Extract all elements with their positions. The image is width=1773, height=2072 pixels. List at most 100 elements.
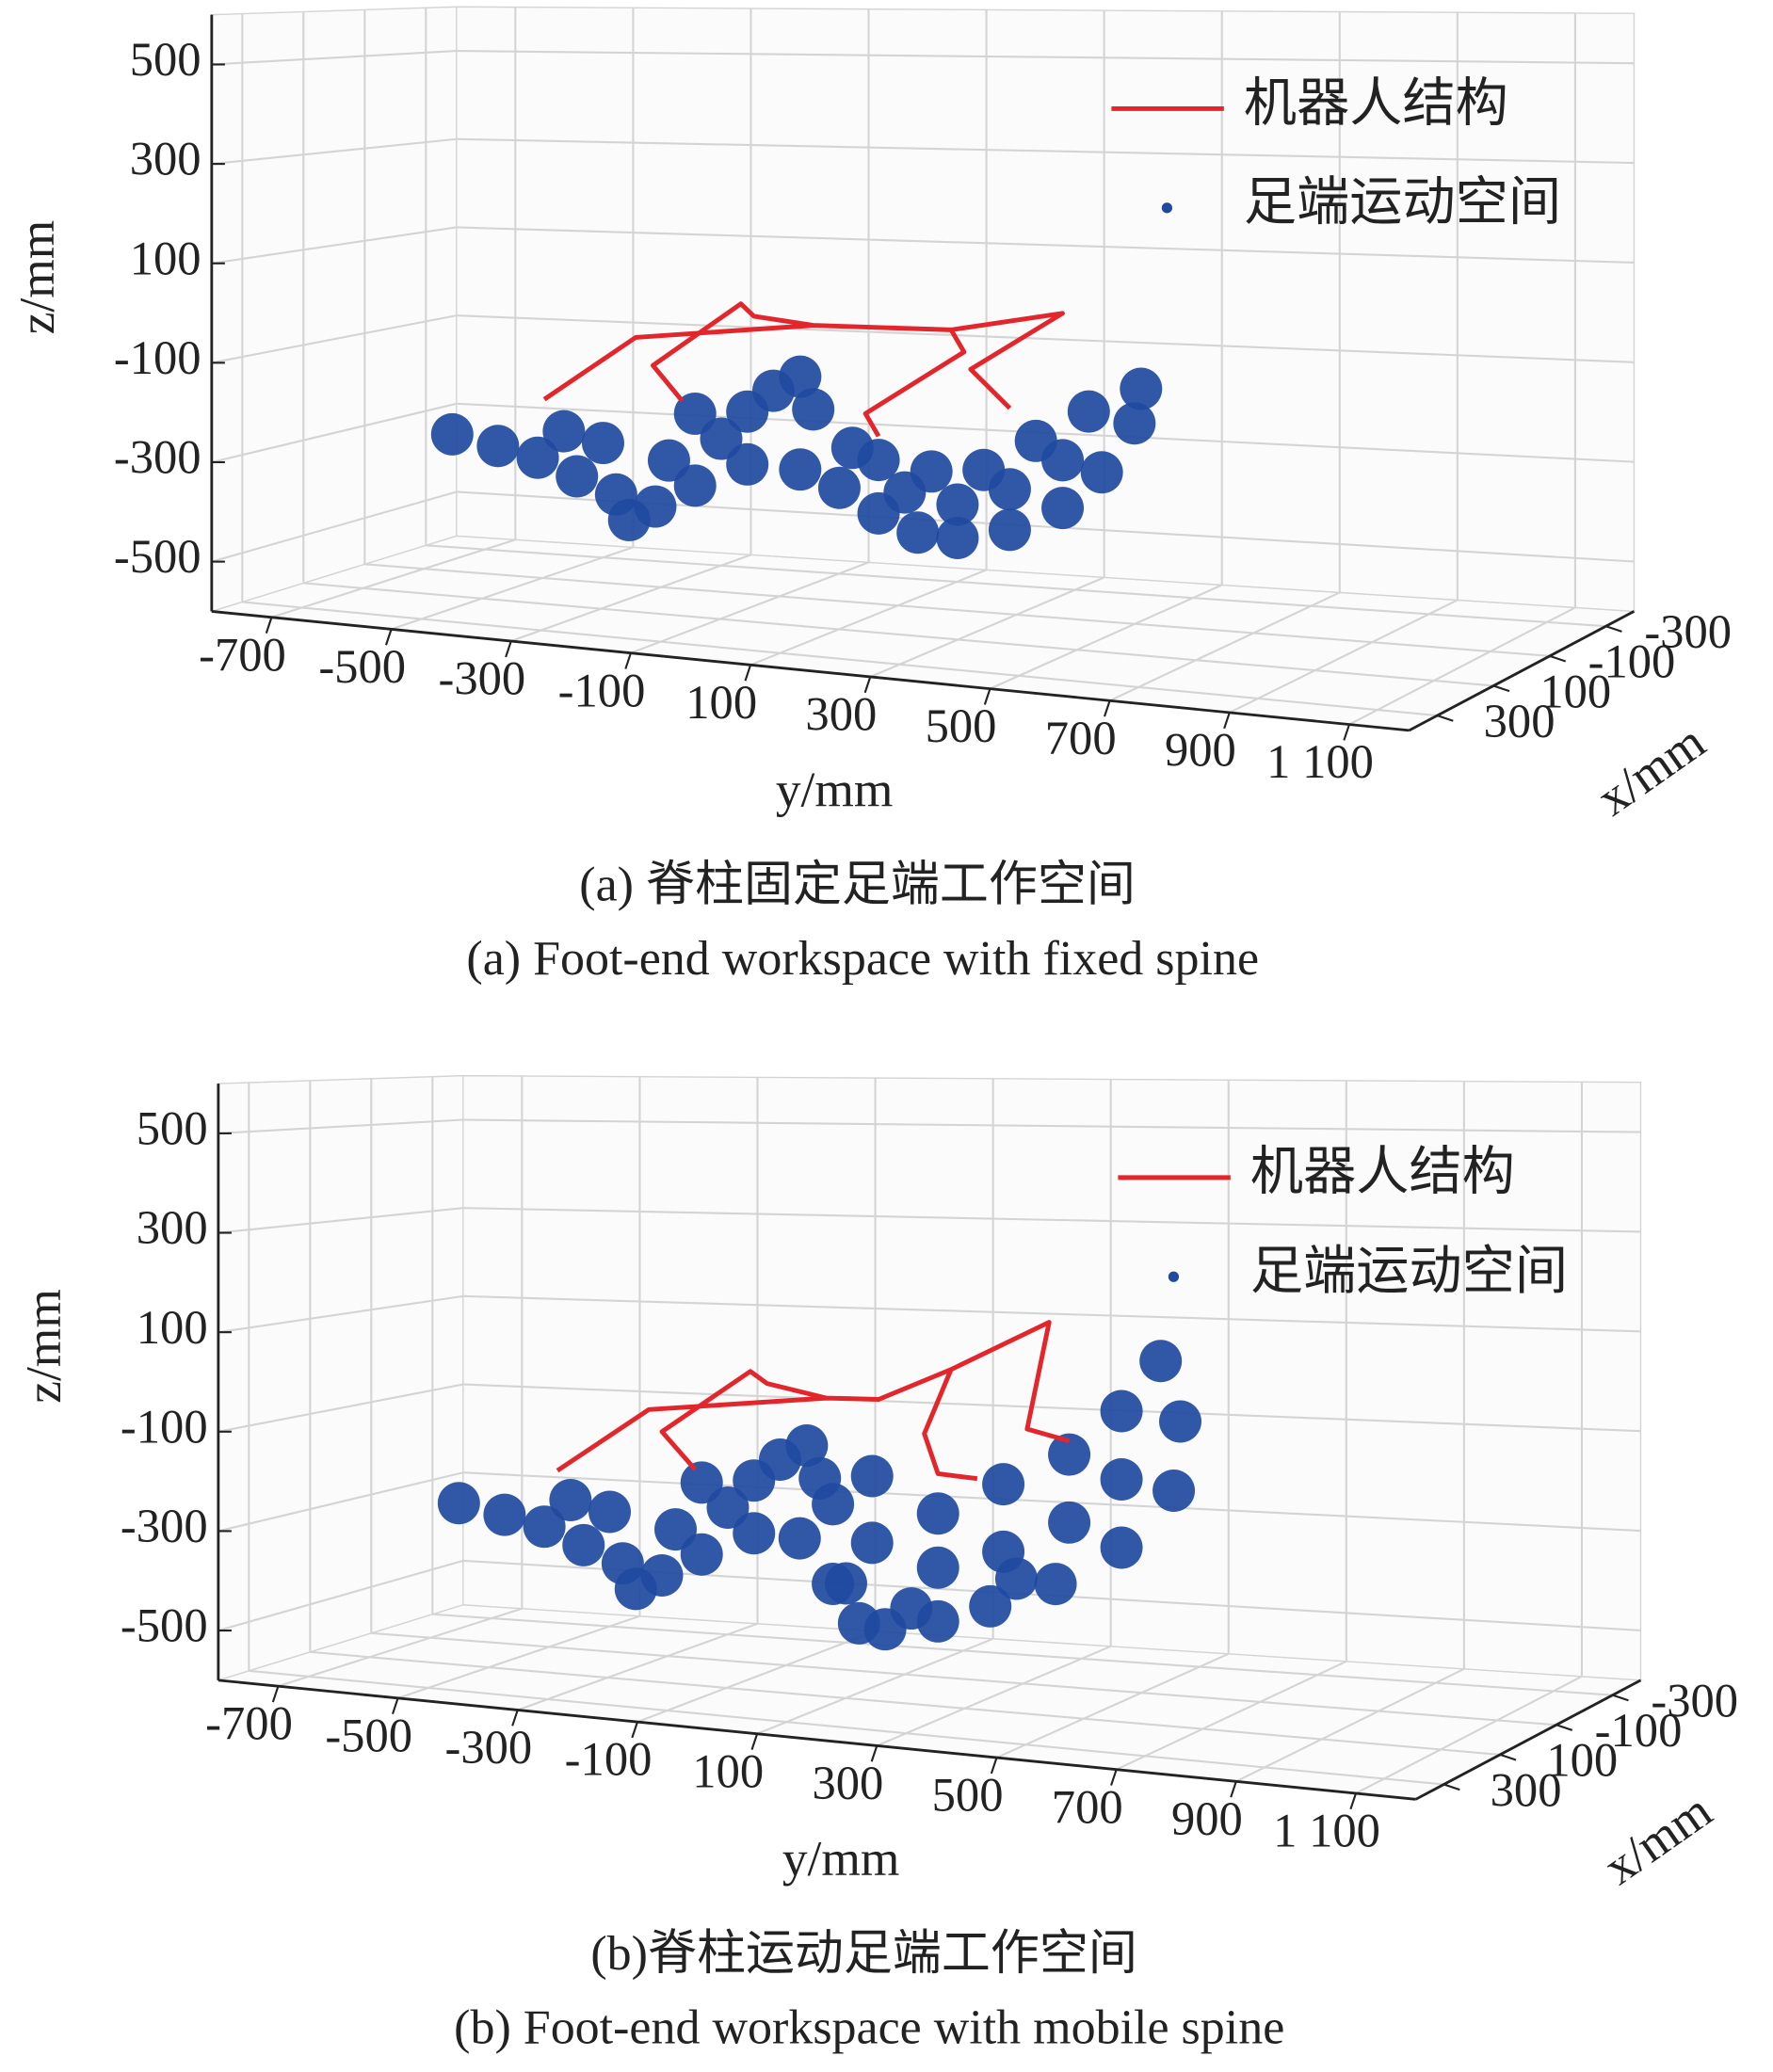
grid-line [1229, 599, 1459, 714]
tick-mark [1492, 684, 1510, 693]
grid-line [364, 563, 1550, 657]
y-tick-label: 300 [812, 1757, 883, 1809]
tick-mark [271, 1685, 280, 1703]
grid-line [218, 1559, 464, 1632]
grid-line [637, 1630, 876, 1724]
workspace-point [1120, 367, 1163, 410]
grid-line [996, 1652, 1230, 1759]
grid-line [1235, 1667, 1465, 1783]
workspace-point [437, 1482, 480, 1525]
y-tick-label: -700 [199, 628, 286, 681]
y-tick-label: 900 [1171, 1792, 1243, 1845]
workspace-point [430, 412, 474, 456]
workspace-point [1100, 1458, 1143, 1502]
grid-line [397, 1614, 640, 1699]
workspace-point [1048, 1501, 1091, 1544]
grid-line [462, 1294, 1641, 1333]
legend-label: 机器人结构 [1250, 1144, 1515, 1202]
y-tick-label: -500 [318, 640, 406, 693]
x-tick-label: 300 [1491, 1763, 1562, 1816]
workspace-point [812, 1483, 855, 1526]
workspace-point [779, 448, 822, 491]
z-axis-label: z/mm [15, 1289, 72, 1404]
grid-line [218, 1383, 464, 1433]
workspace-point [936, 517, 979, 559]
workspace-point [982, 1463, 1025, 1506]
grid-line [242, 601, 1438, 717]
grid-line [462, 1207, 1641, 1233]
y-tick-label: -500 [325, 1709, 412, 1761]
y-tick-label: 500 [932, 1769, 1004, 1822]
x-tick-label: 100 [1546, 1734, 1618, 1787]
legend-label: 足端运动空间 [1250, 1243, 1568, 1301]
grid-line [426, 544, 1606, 628]
workspace-point [556, 455, 599, 498]
workspace-point [883, 471, 927, 514]
z-tick-label: 100 [130, 232, 201, 284]
caption: (a) 脊柱固定足端工作空间 [579, 858, 1136, 911]
workspace-point [1139, 1340, 1183, 1383]
workspace-point [994, 1557, 1038, 1600]
workspace-point [549, 1479, 592, 1522]
robot-structure [542, 301, 1065, 438]
y-tick-label: 1 100 [1273, 1805, 1380, 1857]
grid-line [517, 1622, 758, 1711]
workspace-point [1080, 451, 1123, 494]
workspace-point [792, 388, 835, 431]
x-axis-label: x/mm [1587, 713, 1715, 827]
grid-line [211, 226, 457, 265]
tick-mark [1555, 1724, 1573, 1731]
grid-line [876, 1645, 1112, 1747]
workspace-point [988, 508, 1031, 552]
z-tick-label: 500 [130, 33, 201, 86]
tick-mark [1104, 699, 1111, 717]
y-tick-label: 100 [685, 676, 757, 729]
workspace-point [673, 392, 717, 435]
y-tick-label: -300 [445, 1721, 533, 1774]
workspace-point [896, 511, 940, 554]
workspace-point [1067, 390, 1110, 433]
grid-line [462, 1118, 1641, 1133]
x-axis-label: x/mm [1593, 1782, 1721, 1896]
workspace-point [523, 1505, 566, 1549]
pane-side [218, 1074, 464, 1681]
workspace-point [607, 498, 651, 541]
tick-mark [384, 629, 393, 646]
legend-label: 足端运动空间 [1244, 174, 1561, 233]
tick-mark [1223, 712, 1231, 730]
tick-mark [511, 1710, 519, 1727]
y-tick-label: -100 [565, 1733, 653, 1786]
tick-mark [624, 652, 632, 669]
tick-mark [983, 688, 991, 705]
pane-side [211, 6, 458, 613]
workspace-point [680, 1533, 723, 1576]
robot-structure [556, 1320, 1071, 1482]
y-tick-label: 500 [926, 699, 997, 752]
tick-mark [744, 665, 752, 682]
grid-line [749, 569, 987, 667]
grid-line [432, 1613, 1613, 1696]
workspace-point [916, 1546, 959, 1589]
z-tick-label: -500 [121, 1599, 208, 1652]
grid-line [218, 1207, 463, 1234]
grid-line [456, 50, 1635, 65]
chart: -700 -500 -300 -100 100 300 500 700 900 1 100-300… [8, 6, 1732, 986]
workspace-point [516, 436, 559, 479]
tick-mark [863, 676, 872, 694]
y-tick-label: 1 100 [1266, 735, 1374, 788]
grid-line [391, 546, 634, 631]
workspace-point [614, 1567, 657, 1611]
tick-mark [1110, 1769, 1118, 1786]
grid-line [1348, 606, 1576, 726]
grid-line [303, 582, 1494, 687]
grid-line [371, 1631, 1556, 1727]
workspace-point [542, 410, 586, 453]
grid-line [1355, 1675, 1583, 1794]
y-tick-label: 900 [1165, 723, 1236, 776]
y-tick-label: -300 [438, 652, 525, 705]
y-tick-label: 700 [1045, 712, 1117, 764]
workspace-point [850, 1521, 894, 1565]
workspace-point [700, 417, 743, 460]
tick-mark [990, 1757, 998, 1775]
workspace-point [916, 1492, 959, 1535]
